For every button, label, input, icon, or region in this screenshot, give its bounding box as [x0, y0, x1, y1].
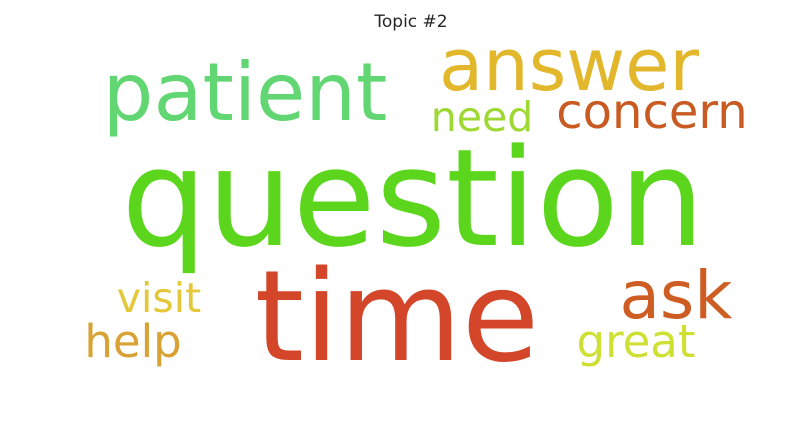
word-great: great — [577, 315, 696, 368]
word-help: help — [84, 315, 181, 368]
word-question: question — [121, 120, 704, 277]
word-patient: patient — [103, 46, 388, 139]
chart-title: Topic #2 — [373, 12, 447, 32]
word-answer: answer — [439, 23, 699, 107]
word-need: need — [431, 93, 533, 141]
word-time: time — [255, 243, 540, 390]
word-visit: visit — [117, 274, 201, 322]
word-ask: ask — [619, 257, 733, 334]
word-concern: concern — [556, 84, 747, 140]
